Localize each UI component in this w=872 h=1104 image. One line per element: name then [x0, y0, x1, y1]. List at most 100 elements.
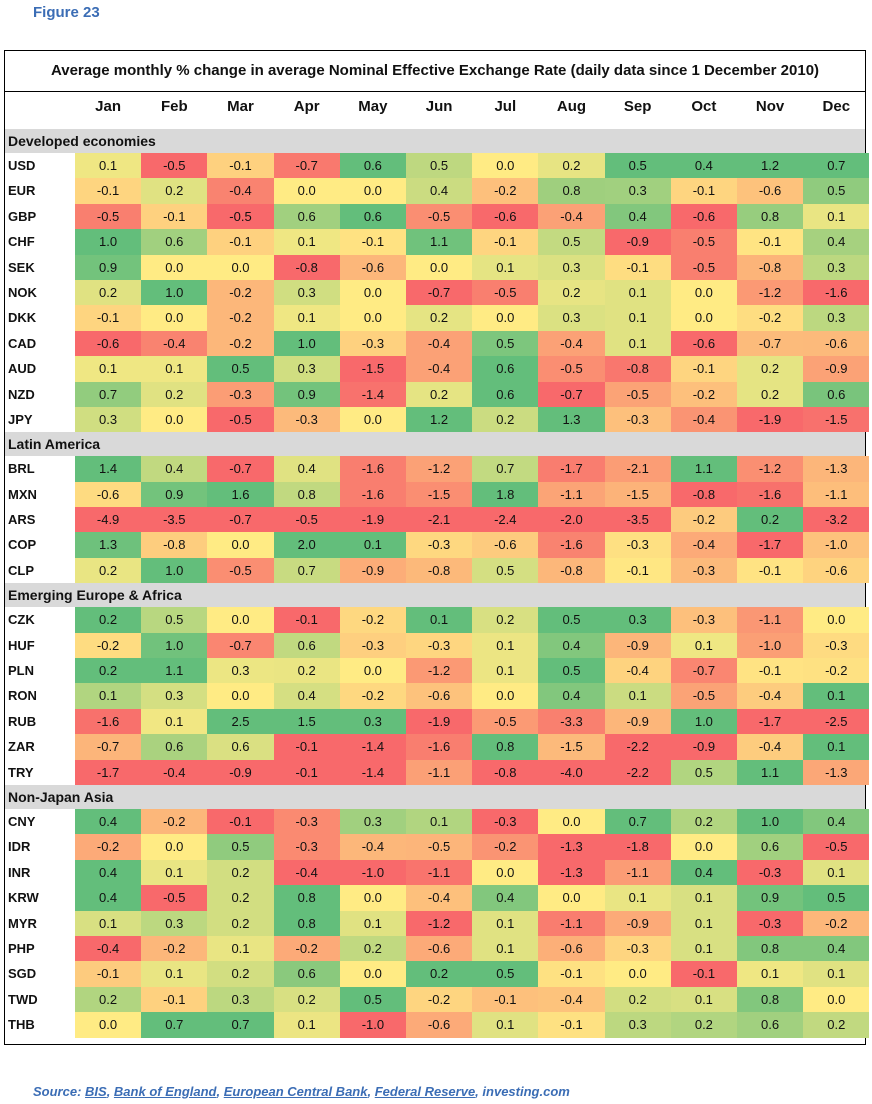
currency-label: CNY — [8, 813, 36, 829]
value-cell: -0.2 — [803, 910, 870, 936]
value-cell: 0.1 — [803, 683, 870, 709]
value-cell: 0.1 — [472, 910, 539, 936]
value-cell: 0.1 — [604, 683, 671, 709]
value-cell: -0.4 — [406, 885, 473, 911]
value-cell: -0.4 — [670, 532, 737, 558]
value-cell: 0.7 — [207, 1012, 274, 1038]
currency-label: CLP — [8, 562, 34, 578]
value-cell: 0.3 — [339, 808, 406, 835]
value-cell: 0.7 — [803, 153, 870, 179]
value-cell: 0.1 — [472, 935, 539, 962]
value-cell: 0.1 — [803, 734, 870, 760]
value-cell: -2.0 — [538, 507, 605, 533]
section-title: Developed economies — [8, 133, 156, 149]
value-cell: -0.5 — [670, 683, 737, 709]
value-cell: -0.2 — [207, 279, 274, 306]
currency-label: ZAR — [8, 739, 35, 755]
month-header-jan: Jan — [95, 98, 122, 115]
source-link-ecb[interactable]: European Central Bank — [223, 1084, 368, 1099]
source-prefix: Source: — [33, 1084, 86, 1099]
value-cell: 0.1 — [803, 859, 870, 886]
value-cell: -2.5 — [803, 708, 870, 735]
currency-row-rub: RUB -1.6 0.1 2.5 1.5 0.3 -1.9 -0.5 -3.3 -0.9 1.0 -1… — [5, 708, 870, 735]
value-cell: 0.5 — [472, 557, 539, 584]
value-cell: -1.7 — [538, 456, 605, 482]
value-cell: -1.6 — [803, 279, 870, 306]
value-cell: -0.8 — [406, 557, 473, 584]
value-cell: 0.1 — [75, 910, 142, 936]
value-cell: -0.9 — [604, 910, 671, 936]
currency-label: BRL — [8, 461, 35, 477]
value-cell: 0.4 — [406, 178, 473, 204]
currency-row-php: PHP -0.4 -0.2 0.1 -0.2 0.2 -0.6 0.1 -0.6 -0.3 0.1 0… — [5, 935, 870, 962]
value-cell: -0.7 — [406, 279, 473, 306]
value-cell: 2.5 — [207, 708, 274, 735]
currency-label: NOK — [8, 284, 37, 300]
value-cell: -0.2 — [670, 507, 737, 533]
value-cell: 0.5 — [803, 178, 870, 204]
value-cell: -0.3 — [339, 330, 406, 357]
value-cell: -0.1 — [670, 961, 737, 987]
currency-label: CZK — [8, 612, 35, 628]
value-cell: 0.9 — [141, 481, 208, 508]
value-cell: -1.5 — [803, 406, 870, 433]
value-cell: -1.1 — [803, 481, 870, 508]
source-link-bis[interactable]: BIS — [85, 1084, 107, 1099]
value-cell: -3.3 — [538, 708, 605, 735]
value-cell: 0.0 — [339, 658, 406, 684]
value-cell: 0.2 — [141, 178, 208, 204]
value-cell: 0.9 — [75, 254, 142, 280]
value-cell: -2.2 — [604, 759, 671, 785]
value-cell: -0.1 — [737, 557, 804, 584]
value-cell: -0.6 — [75, 481, 142, 508]
value-cell: 0.1 — [339, 532, 406, 558]
value-cell: 0.0 — [141, 406, 208, 433]
value-cell: -0.2 — [339, 607, 406, 633]
value-cell: -0.5 — [406, 203, 473, 230]
value-cell: 0.0 — [339, 961, 406, 987]
value-cell: 0.1 — [75, 153, 142, 179]
source-link-fed[interactable]: Federal Reserve — [374, 1084, 476, 1099]
value-cell: 0.4 — [803, 229, 870, 255]
value-cell: 0.3 — [604, 1012, 671, 1038]
source-link-boe[interactable]: Bank of England — [113, 1084, 217, 1099]
value-cell: -1.2 — [406, 658, 473, 684]
value-cell: -0.6 — [406, 1012, 473, 1038]
value-cell: 0.8 — [737, 935, 804, 962]
value-cell: 0.0 — [604, 961, 671, 987]
value-cell: -0.4 — [75, 935, 142, 962]
value-cell: 0.1 — [670, 632, 737, 659]
value-cell: 0.3 — [604, 607, 671, 633]
value-cell: 0.0 — [141, 254, 208, 280]
value-cell: -1.5 — [604, 481, 671, 508]
value-cell: -0.7 — [670, 658, 737, 684]
value-cell: 0.1 — [141, 708, 208, 735]
value-cell: -1.4 — [339, 759, 406, 785]
value-cell: -0.7 — [207, 456, 274, 482]
value-cell: 1.1 — [406, 229, 473, 255]
value-cell: 0.2 — [207, 961, 274, 987]
value-cell: 0.2 — [604, 986, 671, 1013]
value-cell: -0.5 — [472, 708, 539, 735]
value-cell: -0.6 — [406, 935, 473, 962]
value-cell: 0.2 — [207, 859, 274, 886]
table-frame: Average monthly % change in average Nomi… — [4, 50, 870, 1045]
value-cell: -1.1 — [538, 481, 605, 508]
value-cell: -0.3 — [604, 532, 671, 558]
value-cell: 0.3 — [803, 305, 870, 331]
value-cell: 0.1 — [803, 203, 870, 230]
currency-row-ron: RON 0.1 0.3 0.0 0.4 -0.2 -0.6 0.0 0.4 0.1 -0.5 -0.4… — [5, 683, 870, 709]
value-cell: 0.0 — [670, 834, 737, 860]
value-cell: -1.3 — [538, 834, 605, 860]
value-cell: 0.3 — [141, 683, 208, 709]
value-cell: 0.2 — [538, 279, 605, 306]
value-cell: -1.1 — [604, 859, 671, 886]
value-cell: -0.2 — [670, 381, 737, 407]
currency-row-eur: EUR -0.1 0.2 -0.4 0.0 0.0 0.4 -0.2 0.8 0.3 -0.1 -0.… — [5, 178, 870, 204]
value-cell: 0.6 — [803, 381, 870, 407]
value-cell: 0.5 — [670, 759, 737, 785]
currency-label: RON — [8, 688, 37, 704]
section-header-emerging-europe-africa: Emerging Europe & Africa — [5, 583, 865, 608]
value-cell: -0.3 — [273, 406, 340, 433]
value-cell: -0.4 — [538, 986, 605, 1013]
